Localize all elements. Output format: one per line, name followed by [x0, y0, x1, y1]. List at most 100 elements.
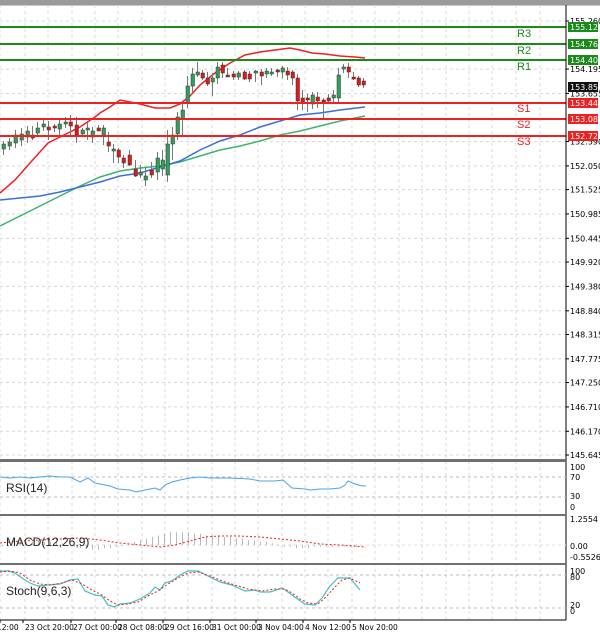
price-axis: 155.260 154.195 153.655 152.590 152.050 151.5…: [566, 17, 600, 460]
ma-slow-line: [0, 115, 366, 227]
level-tag-r2: 154.760: [570, 40, 600, 49]
level-label-s2: S2: [517, 119, 530, 131]
level-label-r2: R2: [517, 45, 531, 57]
candle: [205, 77, 210, 85]
candle: [190, 73, 195, 87]
candle: [305, 97, 310, 101]
candle: [200, 72, 205, 79]
candle: [236, 72, 241, 78]
rsi-line: [0, 475, 366, 493]
candle: [242, 71, 247, 80]
candle: [220, 64, 225, 74]
candle: [225, 74, 230, 78]
time-label: 28 Oct 08:00: [118, 623, 167, 632]
time-label: 5 Nov 20:00: [352, 623, 398, 632]
price-tick: 150.985: [570, 210, 600, 219]
support-resistance-levels: R3 R2 R1 S1 S2 S3: [0, 26, 566, 148]
candle: [35, 127, 40, 134]
candle: [280, 67, 285, 73]
macd-label: MACD(12,26,9): [6, 535, 89, 549]
candle: [331, 94, 336, 99]
candle: [295, 77, 300, 102]
candle: [133, 168, 138, 177]
price-tick: 145.645: [570, 451, 600, 460]
candle: [46, 126, 51, 131]
candle: [215, 66, 220, 79]
price-tick: 147.775: [570, 355, 600, 364]
price-tick: 153.655: [570, 89, 600, 98]
price-tick: 147.250: [570, 379, 600, 388]
candle: [321, 99, 326, 103]
price-tick: 146.170: [570, 427, 600, 436]
candle: [290, 71, 295, 79]
time-label: 12:00: [0, 623, 19, 632]
level-label-s1: S1: [517, 103, 530, 115]
candle: [210, 77, 215, 83]
window-top-border: [0, 0, 600, 6]
candle: [106, 141, 111, 147]
current-price-tag: 153.856: [568, 82, 600, 92]
candle: [336, 74, 341, 99]
price-tick: 148.840: [570, 307, 600, 316]
candle: [253, 70, 258, 74]
candle: [111, 148, 116, 152]
candle: [231, 73, 236, 78]
price-tick: 151.525: [570, 186, 600, 195]
level-label-s3: S3: [517, 136, 530, 148]
price-tick: 152.050: [570, 162, 600, 171]
candle: [80, 129, 85, 135]
macd-panel[interactable]: MACD(12,26,9) 1.2554 0.00 -0.5526: [0, 515, 600, 562]
rsi-tick-70: 70: [570, 473, 580, 482]
stoch-panel[interactable]: Stoch(9,6,3) 100 80 20 0: [0, 567, 585, 616]
candle: [149, 169, 154, 176]
candle: [52, 125, 57, 129]
candle: [143, 175, 148, 181]
candle: [57, 123, 62, 130]
macd-tick-min: -0.5526: [570, 553, 600, 562]
price-tick: 148.315: [570, 330, 600, 339]
candle: [41, 123, 46, 128]
stoch-label: Stoch(9,6,3): [6, 584, 71, 598]
candle: [275, 69, 280, 73]
candle: [116, 149, 121, 158]
candle: [160, 159, 165, 170]
price-tick: 146.710: [570, 403, 600, 412]
candle: [259, 71, 264, 77]
price-tick: 149.380: [570, 282, 600, 291]
level-label-r3: R3: [517, 28, 531, 40]
price-tick: 155.260: [570, 17, 600, 26]
level-tag-s3: 152.720: [570, 132, 600, 141]
stoch-tick-20: 20: [570, 601, 580, 610]
stoch-tick-80: 80: [570, 573, 580, 582]
current-price-value: 153.856: [570, 83, 600, 92]
candle: [175, 116, 180, 135]
level-price-tags: 155.120 154.760 154.400 153.440 153.080 152.7…: [568, 22, 600, 141]
time-label: 31 Oct 00:00: [212, 623, 261, 632]
candle: [341, 66, 346, 70]
price-tick: 154.195: [570, 65, 600, 74]
candle: [121, 157, 126, 164]
candle: [247, 73, 252, 80]
rsi-panel[interactable]: RSI(14) 100 70 30 0: [0, 463, 585, 512]
candle: [127, 154, 132, 166]
candle: [63, 121, 68, 125]
candle: [346, 66, 351, 73]
candle: [356, 77, 361, 86]
candle: [195, 71, 200, 76]
candle: [85, 127, 90, 131]
price-tick: 150.445: [570, 234, 600, 243]
price-tick: 149.920: [570, 258, 600, 267]
time-label: 3 Nov 04:00: [258, 623, 304, 632]
time-label: 27 Oct 00:00: [73, 623, 122, 632]
ma-medium-line: [0, 106, 366, 201]
candle: [264, 70, 269, 75]
candle: [138, 171, 143, 176]
macd-panel-separator: [0, 514, 566, 516]
level-tag-r1: 154.400: [570, 56, 600, 65]
time-label: 29 Oct 16:00: [165, 623, 214, 632]
candle: [96, 127, 101, 132]
candle: [326, 97, 331, 102]
stoch-tick-100: 100: [570, 567, 585, 576]
rsi-label: RSI(14): [6, 481, 47, 495]
